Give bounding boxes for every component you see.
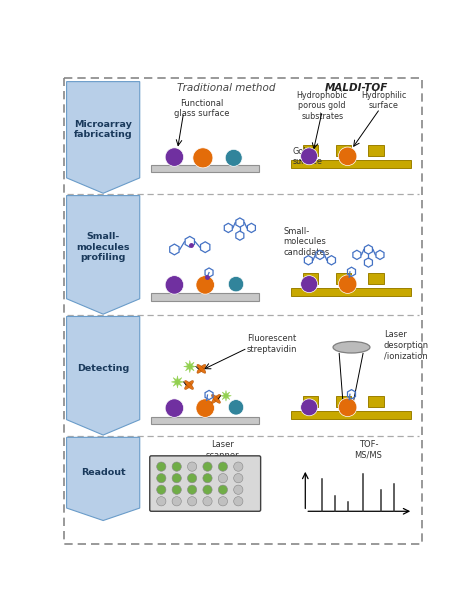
Circle shape: [219, 485, 228, 494]
Polygon shape: [220, 391, 231, 401]
Text: Hydrophilic
surface: Hydrophilic surface: [361, 91, 407, 110]
Polygon shape: [66, 437, 140, 521]
Circle shape: [203, 485, 212, 494]
Circle shape: [234, 474, 243, 483]
Circle shape: [157, 474, 166, 483]
Text: Traditional method: Traditional method: [177, 83, 275, 93]
Circle shape: [165, 148, 183, 166]
Circle shape: [301, 399, 318, 416]
FancyBboxPatch shape: [150, 456, 261, 511]
Circle shape: [165, 399, 183, 418]
Circle shape: [172, 485, 182, 494]
Circle shape: [219, 496, 228, 506]
Circle shape: [234, 496, 243, 506]
Circle shape: [203, 462, 212, 471]
Polygon shape: [171, 376, 183, 388]
Bar: [303, 272, 319, 284]
Ellipse shape: [333, 341, 370, 353]
Text: Gold
surface: Gold surface: [293, 147, 323, 166]
Text: Small-
molecules
profiling: Small- molecules profiling: [76, 232, 130, 262]
Circle shape: [228, 400, 244, 415]
Circle shape: [234, 485, 243, 494]
Text: Microarray
fabricating: Microarray fabricating: [74, 120, 132, 139]
Bar: [303, 145, 319, 156]
Circle shape: [219, 462, 228, 471]
Text: Laser
desorption
/ionization: Laser desorption /ionization: [384, 330, 429, 360]
Bar: [292, 411, 411, 419]
Bar: [368, 145, 384, 156]
Bar: [336, 145, 352, 156]
Text: Detecting: Detecting: [77, 363, 129, 373]
Circle shape: [157, 485, 166, 494]
Circle shape: [193, 148, 213, 168]
Text: Functional
glass surface: Functional glass surface: [173, 99, 229, 118]
Bar: [303, 395, 319, 407]
Circle shape: [157, 462, 166, 471]
Bar: [336, 395, 352, 407]
Bar: [151, 293, 259, 301]
Text: MALDI-TOF: MALDI-TOF: [325, 83, 389, 93]
Circle shape: [188, 474, 197, 483]
Circle shape: [203, 474, 212, 483]
Bar: [151, 416, 259, 424]
Circle shape: [228, 277, 244, 292]
Text: Small-
molecules
candidates: Small- molecules candidates: [284, 227, 330, 257]
Circle shape: [172, 462, 182, 471]
Circle shape: [203, 496, 212, 506]
Text: Hydrophobic
porous gold
substrates: Hydrophobic porous gold substrates: [297, 91, 348, 121]
Circle shape: [338, 147, 357, 166]
Circle shape: [234, 462, 243, 471]
Circle shape: [188, 462, 197, 471]
Bar: [368, 395, 384, 407]
Circle shape: [157, 496, 166, 506]
Circle shape: [172, 496, 182, 506]
Polygon shape: [66, 195, 140, 314]
Circle shape: [188, 496, 197, 506]
Circle shape: [338, 275, 357, 293]
Circle shape: [219, 474, 228, 483]
Polygon shape: [66, 317, 140, 435]
Ellipse shape: [211, 394, 220, 403]
Text: Readout: Readout: [81, 468, 126, 477]
Circle shape: [172, 474, 182, 483]
Circle shape: [196, 275, 214, 294]
Ellipse shape: [185, 381, 193, 389]
Ellipse shape: [197, 365, 206, 373]
Circle shape: [225, 149, 242, 166]
Bar: [336, 272, 352, 284]
Polygon shape: [66, 81, 140, 193]
Ellipse shape: [211, 394, 220, 403]
Ellipse shape: [197, 365, 206, 373]
Bar: [151, 164, 259, 172]
Bar: [368, 272, 384, 284]
Text: TOF-
MS/MS: TOF- MS/MS: [355, 440, 383, 460]
Bar: [292, 160, 411, 168]
Circle shape: [188, 485, 197, 494]
Circle shape: [301, 275, 318, 293]
Polygon shape: [183, 360, 196, 373]
Bar: [292, 288, 411, 296]
Circle shape: [196, 399, 214, 418]
Circle shape: [301, 148, 318, 164]
Text: Laser
scanner: Laser scanner: [205, 440, 239, 460]
Text: Fluorescent
streptavidin: Fluorescent streptavidin: [247, 334, 297, 354]
Ellipse shape: [185, 381, 193, 389]
Circle shape: [165, 275, 183, 294]
Circle shape: [338, 398, 357, 416]
